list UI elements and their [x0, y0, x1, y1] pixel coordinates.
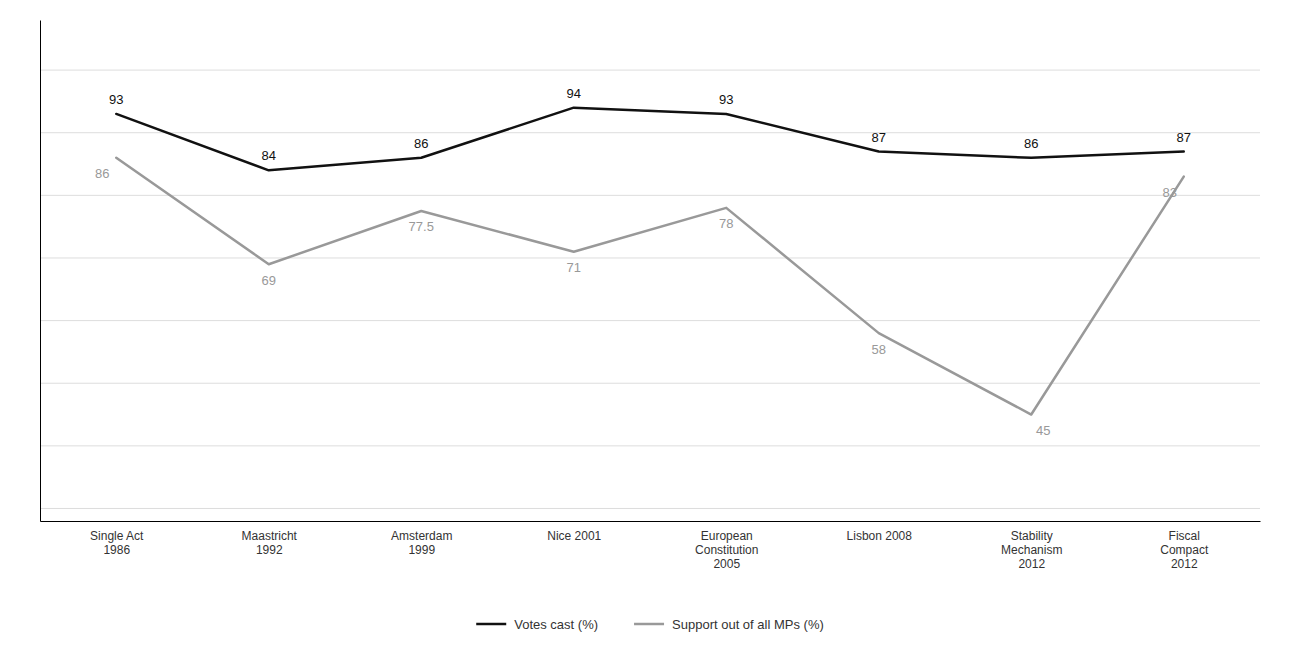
data-label: 86	[414, 136, 428, 151]
data-label: 87	[872, 130, 886, 145]
grid-line	[40, 70, 1260, 71]
x-tick-label-line: Stability	[1011, 529, 1053, 543]
x-tick: Nice 2001	[547, 521, 601, 543]
legend-label: Votes cast (%)	[514, 617, 598, 632]
grid-line	[40, 195, 1260, 196]
x-tick: StabilityMechanism2012	[1001, 521, 1062, 571]
legend-item: Votes cast (%)	[476, 617, 598, 632]
data-label: 84	[262, 148, 276, 163]
x-tick-label-line: Compact	[1160, 543, 1209, 557]
x-tick: FiscalCompact2012	[1160, 521, 1209, 571]
chart: Single Act1986Maastricht1992Amsterdam199…	[0, 0, 1300, 646]
x-tick-label: Single Act1986	[90, 529, 144, 557]
data-label: 71	[567, 260, 581, 275]
x-tick: Lisbon 2008	[847, 521, 913, 543]
data-label: 58	[872, 342, 886, 357]
x-tick-label: Maastricht1992	[242, 529, 298, 557]
legend-swatch	[634, 623, 664, 626]
x-tick: EuropeanConstitution2005	[695, 521, 758, 571]
x-axis: Single Act1986Maastricht1992Amsterdam199…	[41, 521, 1261, 571]
x-axis-line	[41, 521, 1261, 522]
x-tick-label-line: Single Act	[90, 529, 144, 543]
data-label: 78	[719, 216, 733, 231]
data-label: 94	[567, 86, 581, 101]
x-tick-label-line: Mechanism	[1001, 543, 1062, 557]
x-tick-label: FiscalCompact2012	[1160, 529, 1209, 572]
x-tick-label-line: 2012	[1018, 557, 1045, 571]
y-axis	[40, 21, 41, 522]
x-tick-label-line: Constitution	[695, 543, 758, 557]
x-tick-label: Lisbon 2008	[847, 529, 913, 543]
x-tick-label-line: Lisbon 2008	[847, 529, 913, 543]
x-tick-label: Nice 2001	[547, 529, 601, 543]
x-tick-label-line: 2005	[713, 557, 740, 571]
data-label: 69	[262, 273, 276, 288]
grid-line	[40, 445, 1260, 446]
legend: Votes cast (%) Support out of all MPs (%)	[476, 617, 824, 632]
data-label: 93	[109, 92, 123, 107]
grid-line	[40, 320, 1260, 321]
x-tick-label-line: 1986	[103, 543, 130, 557]
data-label: 86	[95, 166, 109, 181]
series-line	[116, 108, 1184, 171]
x-tick-label: Amsterdam1999	[391, 529, 452, 557]
legend-swatch	[476, 623, 506, 626]
x-tick: Single Act1986	[90, 521, 144, 557]
grid-line	[40, 383, 1260, 384]
data-label: 86	[1024, 136, 1038, 151]
x-tick-label-line: European	[701, 529, 753, 543]
grid-line	[40, 257, 1260, 258]
x-tick-label: EuropeanConstitution2005	[695, 529, 758, 572]
data-label: 45	[1036, 423, 1050, 438]
x-tick-label-line: 1992	[256, 543, 283, 557]
data-label: 83	[1163, 185, 1177, 200]
legend-label: Support out of all MPs (%)	[672, 617, 824, 632]
x-tick-label-line: Nice 2001	[547, 529, 601, 543]
data-label: 93	[719, 92, 733, 107]
series-line	[116, 158, 1184, 415]
x-tick-label-line: 2012	[1171, 557, 1198, 571]
x-tick-label-line: Amsterdam	[391, 529, 452, 543]
marks	[116, 108, 1184, 415]
x-tick: Amsterdam1999	[391, 521, 452, 557]
data-label: 87	[1177, 130, 1191, 145]
legend-item: Support out of all MPs (%)	[634, 617, 824, 632]
y-axis-line	[40, 21, 41, 522]
data-labels: 93 84 86 94 93 87 86 87 86 69 77.5 71 78 58 45 83	[95, 86, 1191, 438]
grid-line	[40, 132, 1260, 133]
grid	[40, 70, 1260, 508]
grid-line	[40, 508, 1260, 509]
data-label: 77.5	[409, 219, 434, 234]
x-tick: Maastricht1992	[242, 521, 298, 557]
x-tick-label-line: Fiscal	[1169, 529, 1200, 543]
x-tick-label: StabilityMechanism2012	[1001, 529, 1062, 572]
x-tick-label-line: 1999	[408, 543, 435, 557]
x-tick-label-line: Maastricht	[242, 529, 298, 543]
plot: Single Act1986Maastricht1992Amsterdam199…	[40, 21, 1261, 572]
